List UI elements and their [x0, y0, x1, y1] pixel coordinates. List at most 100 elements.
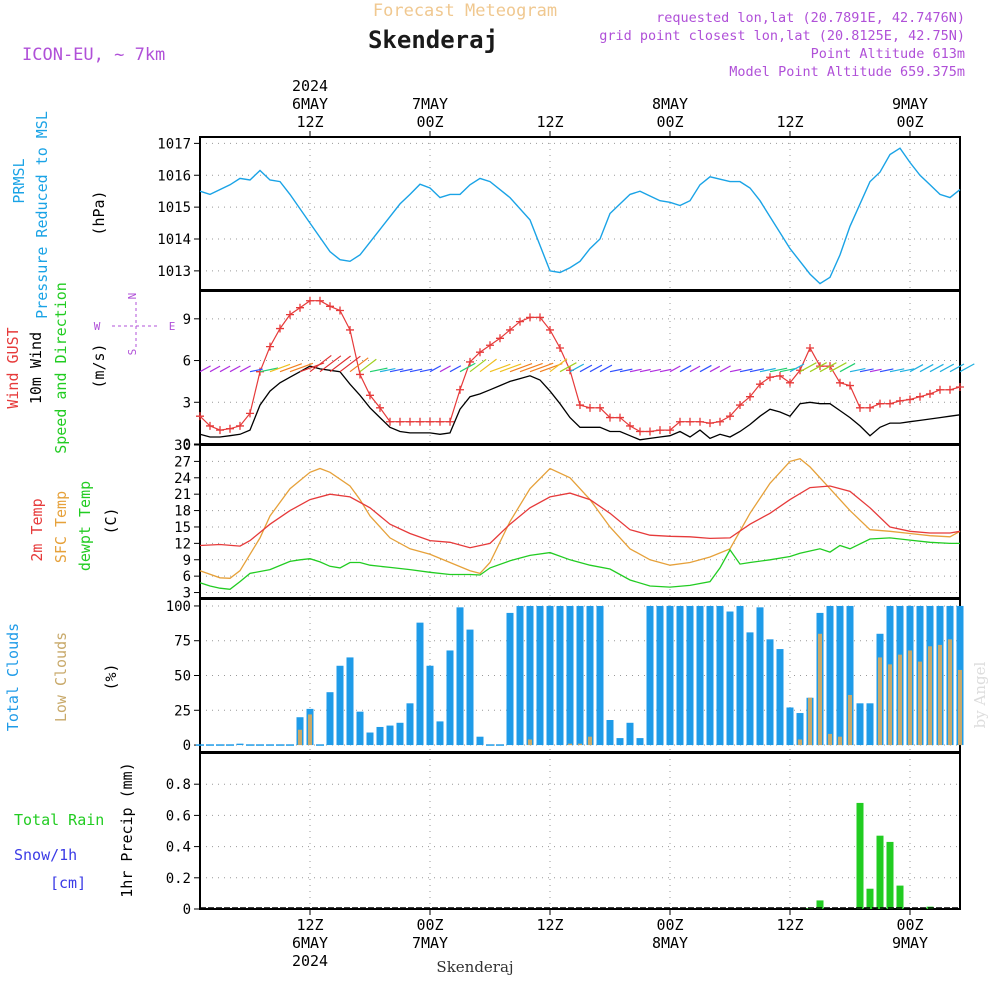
gust-marker — [646, 427, 654, 436]
wind-direction-arrow — [369, 367, 388, 373]
total-cloud-bar — [346, 657, 354, 746]
wind-direction-arrow — [289, 362, 314, 373]
gust-marker — [626, 421, 634, 430]
top-day-label: 8MAY — [652, 95, 688, 113]
legend-total-rain: Total Rain — [14, 811, 104, 829]
bottom-hour-label: 12Z — [776, 916, 803, 934]
wind-direction-arrow — [439, 365, 451, 373]
compass-rose: N W E S — [94, 293, 176, 356]
bottom-hour-label: 12Z — [296, 916, 323, 934]
gust-marker — [206, 421, 214, 430]
wind-direction-arrow — [629, 368, 642, 373]
wind-direction-arrow — [379, 367, 396, 373]
bottom-day-label: 6MAY — [292, 934, 328, 952]
gust-marker — [426, 417, 434, 426]
total-cloud-bar — [406, 703, 414, 746]
gust-marker — [956, 382, 964, 391]
total-cloud-bar — [696, 605, 704, 746]
gust-marker — [246, 409, 254, 418]
y-tick-label: 1017 — [157, 136, 191, 152]
gust-marker — [266, 342, 274, 351]
low-cloud-bar — [568, 743, 572, 746]
ylabel-gust: Wind GUST — [4, 327, 22, 408]
grid-point-coords: grid point closest lon,lat (20.8125E, 42… — [599, 28, 965, 44]
wind-direction-arrow — [609, 368, 623, 373]
wind-direction-arrow — [429, 365, 442, 373]
total-cloud-bar — [566, 605, 574, 746]
total-cloud-bar — [766, 639, 774, 746]
gust-marker — [606, 413, 614, 422]
wind-direction-arrow — [729, 368, 742, 373]
ylabel-temp2m: 2m Temp — [28, 498, 46, 561]
gust-marker — [546, 325, 554, 334]
rain-bar — [886, 841, 894, 909]
wind-direction-arrow — [489, 363, 511, 373]
wind-direction-arrow — [749, 368, 765, 373]
low-cloud-bar — [888, 664, 892, 746]
wind-direction-arrow — [899, 368, 915, 373]
gust-marker — [386, 417, 394, 426]
wind-direction-arrow — [889, 368, 905, 373]
compass-s: S — [126, 349, 139, 356]
unit-percent: (%) — [102, 663, 120, 690]
panel-2: 0 3 6 9 Wind GUST 10m Wind Speed and Direction… — [4, 282, 975, 454]
ylabel-speed-direction: Speed and Direction — [52, 282, 70, 454]
gust-marker — [476, 348, 484, 357]
wind-direction-arrow — [339, 355, 361, 373]
wind-direction-arrow — [579, 364, 593, 373]
y-tick-label: 1014 — [157, 232, 191, 248]
total-cloud-bar — [366, 732, 374, 746]
low-cloud-bar — [298, 729, 302, 746]
total-cloud-bar — [636, 738, 644, 746]
wind-direction-arrow — [769, 367, 788, 373]
top-day-label: 6MAY — [292, 95, 328, 113]
gust-marker — [556, 344, 564, 353]
gust-marker — [466, 357, 474, 366]
model-label: ICON-EU, ~ 7km — [22, 45, 165, 65]
wind-direction-arrow — [829, 362, 847, 373]
gust-marker — [846, 381, 854, 390]
wind-direction-arrow — [529, 362, 554, 373]
total-cloud-bar — [576, 605, 584, 746]
gust-marker — [456, 385, 464, 394]
gust-marker — [706, 419, 714, 428]
wind-direction-arrow — [739, 368, 753, 373]
y-tick-label: 3 — [183, 395, 191, 411]
gust-marker — [586, 403, 594, 412]
unit-c: (C) — [102, 507, 120, 534]
gust-marker — [636, 427, 644, 436]
rain-bar — [876, 835, 884, 909]
watermark: by Angel — [971, 661, 989, 728]
total-cloud-bar — [476, 736, 484, 746]
low-cloud-bar — [918, 661, 922, 746]
gust-marker — [836, 378, 844, 387]
top-hour-label: 00Z — [416, 113, 443, 131]
bottom-hour-label: 00Z — [416, 916, 443, 934]
gust-marker — [696, 417, 704, 426]
total-cloud-bar — [446, 650, 454, 746]
wind-direction-arrow — [849, 367, 866, 373]
top-hour-label: 00Z — [656, 113, 683, 131]
wind-direction-arrow — [649, 368, 662, 373]
ylabel-low-clouds: Low Clouds — [52, 632, 70, 722]
legend-snow: Snow/1h — [14, 846, 77, 864]
temp2m-line — [199, 485, 961, 549]
gust-marker — [356, 370, 364, 379]
wind-direction-arrow — [219, 365, 231, 373]
top-hour-label: 12Z — [296, 113, 323, 131]
wind-direction-arrow — [359, 358, 377, 373]
gust-marker — [196, 412, 204, 421]
gust-marker — [316, 296, 324, 305]
gust-marker — [916, 392, 924, 401]
total-cloud-bar — [416, 622, 424, 746]
rain-bar — [816, 900, 824, 909]
gust-marker — [236, 421, 244, 430]
total-cloud-bar — [596, 605, 604, 746]
wind-direction-arrow — [569, 363, 585, 373]
wind-direction-arrow — [959, 363, 975, 373]
wind-direction-arrow — [709, 365, 721, 373]
wind-direction-arrow — [839, 362, 856, 373]
top-hour-label: 12Z — [536, 113, 563, 131]
top-day-label: 9MAY — [892, 95, 928, 113]
